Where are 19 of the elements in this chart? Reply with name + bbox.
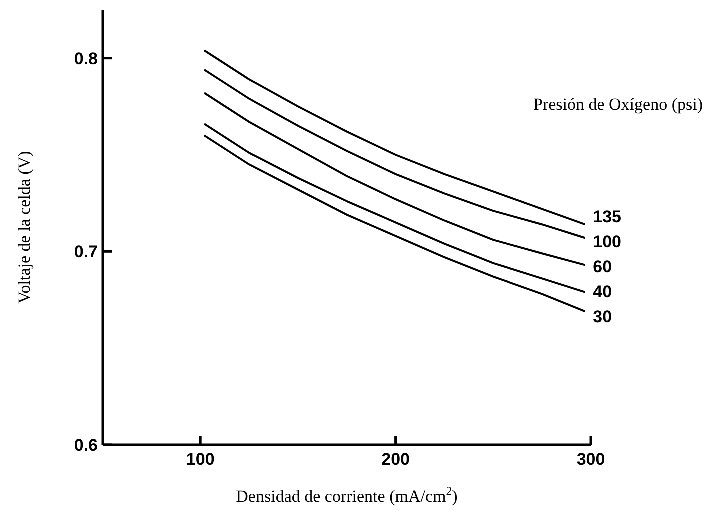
legend-title: Presión de Oxígeno (psi)	[533, 95, 703, 114]
x-tick-label: 300	[576, 450, 606, 469]
y-tick-label: 0.8	[74, 49, 98, 68]
series-label: 30	[593, 307, 612, 326]
x-tick-label: 200	[382, 450, 410, 469]
series-label: 135	[593, 207, 622, 226]
series-label: 40	[593, 282, 612, 302]
series-label: 100	[593, 232, 622, 252]
y-tick-label: 0.6	[74, 436, 98, 455]
y-axis-title: Voltaje de la celda (V)	[15, 151, 34, 304]
line-series	[204, 68, 586, 240]
x-axis-title: Densidad de corriente (mA/cm$^{2}$)	[236, 484, 458, 506]
line-series	[204, 92, 586, 266]
line-series	[204, 50, 586, 226]
y-tick-label: 0.7	[74, 242, 98, 262]
line-series	[204, 123, 586, 294]
series-label: 60	[593, 257, 612, 276]
x-tick-label: 100	[186, 450, 215, 469]
line-series	[204, 134, 586, 313]
